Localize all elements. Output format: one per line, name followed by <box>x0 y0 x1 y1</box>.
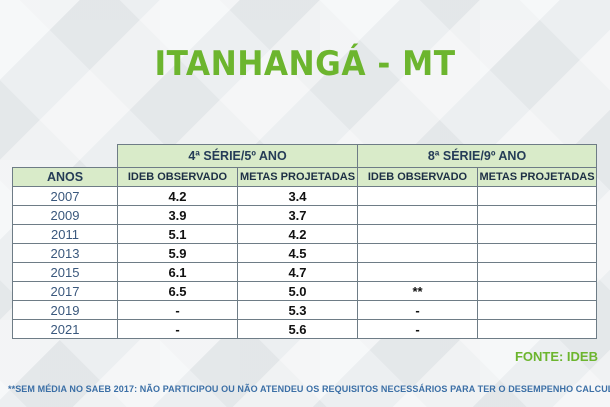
value-cell: ** <box>357 281 478 301</box>
table-row: 2007 4.2 3.4 <box>12 186 597 206</box>
col-header-ideb-9ano: IDEB OBSERVADO <box>357 167 478 187</box>
value-cell <box>477 205 597 225</box>
value-cell: 4.2 <box>237 224 358 244</box>
value-cell <box>477 300 597 320</box>
year-cell: 2007 <box>12 186 118 206</box>
sub-header-row: ANOS IDEB OBSERVADO METAS PROJETADAS IDE… <box>12 167 597 187</box>
col-header-metas-9ano: METAS PROJETADAS <box>477 167 597 187</box>
source-label: FONTE: IDEB <box>514 349 598 364</box>
table-row: 2017 6.5 5.0 ** <box>12 281 597 301</box>
col-header-ideb-5ano: IDEB OBSERVADO <box>117 167 238 187</box>
value-cell <box>477 243 597 263</box>
value-cell <box>357 186 478 206</box>
year-cell: 2021 <box>12 319 118 339</box>
value-cell: - <box>117 319 238 339</box>
value-cell: 5.6 <box>237 319 358 339</box>
year-cell: 2009 <box>12 205 118 225</box>
table-row: 2015 6.1 4.7 <box>12 262 597 282</box>
table-row: 2013 5.9 4.5 <box>12 243 597 263</box>
value-cell: 5.0 <box>237 281 358 301</box>
table-row: 2019-5.3- <box>12 300 597 320</box>
value-cell <box>477 319 597 339</box>
year-cell: 2019 <box>12 300 118 320</box>
footnote: **SEM MÉDIA NO SAEB 2017: NÃO PARTICIPOU… <box>8 384 610 394</box>
value-cell: 4.5 <box>237 243 358 263</box>
value-cell <box>357 262 478 282</box>
value-cell: 4.2 <box>117 186 238 206</box>
group-header-row: 4ª SÉRIE/5º ANO 8ª SÉRIE/9º ANO <box>12 144 597 168</box>
page-title: ITANHANGÁ - MT <box>154 44 456 84</box>
year-cell: 2013 <box>12 243 118 263</box>
value-cell: 3.9 <box>117 205 238 225</box>
year-cell: 2017 <box>12 281 118 301</box>
value-cell <box>477 281 597 301</box>
corner-blank-cell <box>12 144 118 168</box>
value-cell: 6.5 <box>117 281 238 301</box>
value-cell <box>477 224 597 244</box>
value-cell: 4.7 <box>237 262 358 282</box>
col-header-metas-5ano: METAS PROJETADAS <box>237 167 358 187</box>
table-row: 2021-5.6- <box>12 319 597 339</box>
year-cell: 2015 <box>12 262 118 282</box>
group-header-9ano: 8ª SÉRIE/9º ANO <box>357 144 597 168</box>
value-cell: 3.7 <box>237 205 358 225</box>
table-row: 2011 5.1 4.2 <box>12 224 597 244</box>
value-cell: - <box>117 300 238 320</box>
value-cell: 5.1 <box>117 224 238 244</box>
value-cell: - <box>357 300 478 320</box>
value-cell: - <box>357 319 478 339</box>
value-cell <box>357 205 478 225</box>
value-cell <box>357 224 478 244</box>
year-column-header: ANOS <box>12 167 118 187</box>
value-cell: 6.1 <box>117 262 238 282</box>
ideb-table: 4ª SÉRIE/5º ANO 8ª SÉRIE/9º ANO ANOS IDE… <box>12 144 597 339</box>
value-cell: 5.9 <box>117 243 238 263</box>
value-cell: 3.4 <box>237 186 358 206</box>
value-cell <box>477 262 597 282</box>
group-header-5ano: 4ª SÉRIE/5º ANO <box>117 144 358 168</box>
value-cell <box>477 186 597 206</box>
table-row: 2009 3.9 3.7 <box>12 205 597 225</box>
value-cell: 5.3 <box>237 300 358 320</box>
value-cell <box>357 243 478 263</box>
year-cell: 2011 <box>12 224 118 244</box>
